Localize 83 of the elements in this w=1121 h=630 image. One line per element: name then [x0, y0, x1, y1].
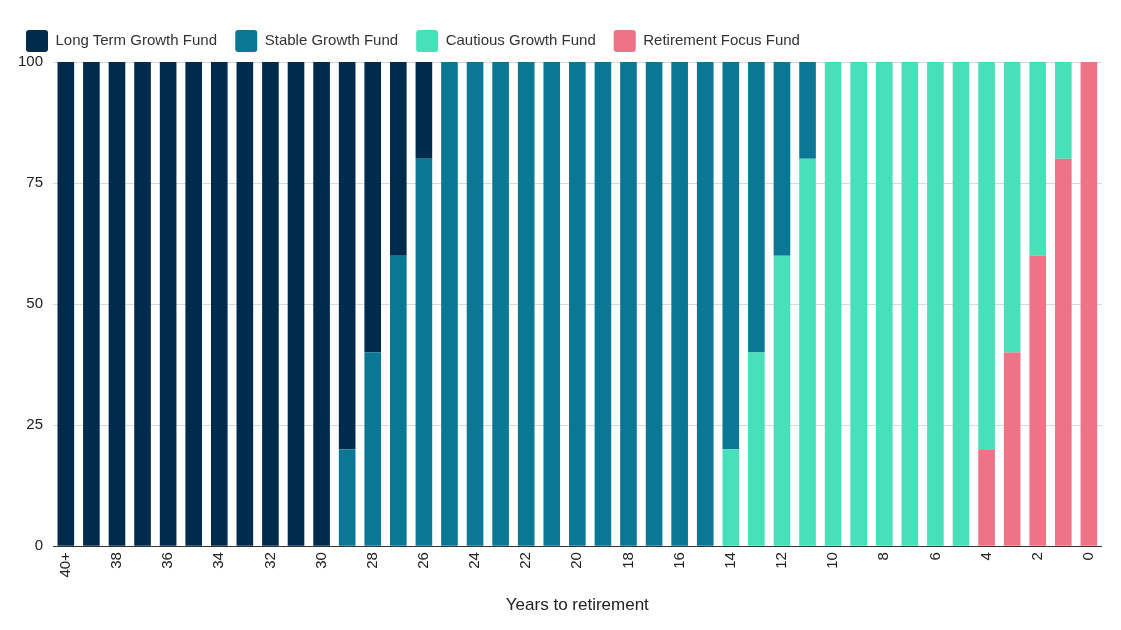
x-tick-label: 12 — [772, 552, 790, 569]
bar — [517, 62, 535, 546]
bar — [415, 158, 433, 546]
bar — [364, 62, 382, 353]
bar — [364, 352, 382, 546]
y-tick-label: 25 — [26, 415, 44, 433]
bar — [441, 62, 458, 546]
bar — [722, 62, 740, 450]
x-tick-label: 22 — [516, 552, 534, 569]
bar — [569, 62, 586, 546]
bar — [645, 62, 663, 546]
bar — [952, 62, 970, 546]
bar — [134, 62, 151, 546]
x-axis-title: Years to retirement — [505, 595, 650, 615]
bar — [390, 255, 407, 546]
x-tick-label: 18 — [618, 552, 636, 569]
bar — [1054, 62, 1072, 159]
x-tick-label: 4 — [976, 552, 994, 561]
bar — [83, 62, 100, 546]
bar — [185, 62, 203, 546]
x-tick-label: 36 — [158, 552, 176, 569]
bar — [1003, 352, 1021, 546]
bar — [978, 449, 995, 546]
bar — [1029, 255, 1047, 546]
x-tick-label: 32 — [260, 552, 278, 569]
bar — [850, 62, 867, 546]
x-tick-label: 40+ — [55, 551, 73, 578]
x-tick-label: 6 — [925, 552, 943, 561]
bar — [875, 62, 893, 546]
x-tick-label: 2 — [1027, 552, 1045, 561]
bar — [620, 62, 637, 546]
x-tick-label: 16 — [669, 552, 687, 569]
x-tick-label: 30 — [311, 552, 329, 569]
y-tick-label: 50 — [26, 294, 44, 312]
bar — [594, 62, 612, 546]
y-tick-label: 100 — [18, 52, 44, 70]
legend-label: Long Term Growth Fund — [55, 31, 217, 49]
bar — [773, 255, 791, 546]
y-tick-label: 75 — [26, 173, 44, 191]
bar — [390, 62, 407, 256]
bar — [236, 62, 254, 546]
bar — [901, 62, 919, 546]
x-tick-label: 26 — [414, 552, 432, 569]
bar — [262, 62, 279, 546]
bar — [722, 449, 740, 546]
legend-label: Cautious Growth Fund — [445, 31, 596, 49]
bar — [696, 62, 714, 546]
bar — [543, 62, 561, 546]
x-tick-label: 20 — [567, 552, 585, 569]
bar — [210, 62, 228, 546]
bar — [927, 62, 944, 546]
bar — [824, 62, 842, 546]
bar — [799, 158, 816, 546]
bar — [1080, 62, 1098, 546]
x-tick-label: 38 — [107, 552, 125, 569]
bar — [466, 62, 484, 546]
x-tick-label: 0 — [1079, 552, 1097, 561]
x-tick-label: 24 — [465, 552, 483, 569]
bar — [773, 62, 791, 256]
legend-label: Stable Growth Fund — [264, 31, 399, 49]
bar — [748, 62, 765, 353]
x-tick-label: 14 — [720, 552, 738, 569]
bar — [108, 62, 126, 546]
x-tick-label: 34 — [209, 552, 227, 569]
x-tick-label: 10 — [823, 552, 841, 569]
bar — [338, 62, 356, 450]
bar — [287, 62, 305, 546]
legend-label: Retirement Focus Fund — [643, 31, 800, 49]
bar — [1054, 158, 1072, 546]
bar — [978, 62, 995, 450]
x-tick-label: 28 — [362, 552, 380, 569]
bar — [415, 62, 433, 159]
bar — [159, 62, 177, 546]
bar — [799, 62, 816, 159]
bar — [338, 449, 356, 546]
bar — [492, 62, 509, 546]
bar — [57, 62, 75, 546]
bar — [1003, 62, 1021, 353]
bar — [748, 352, 765, 546]
bar — [313, 62, 330, 546]
bar — [671, 62, 688, 546]
bar — [1029, 62, 1047, 256]
x-tick-label: 8 — [874, 552, 892, 561]
